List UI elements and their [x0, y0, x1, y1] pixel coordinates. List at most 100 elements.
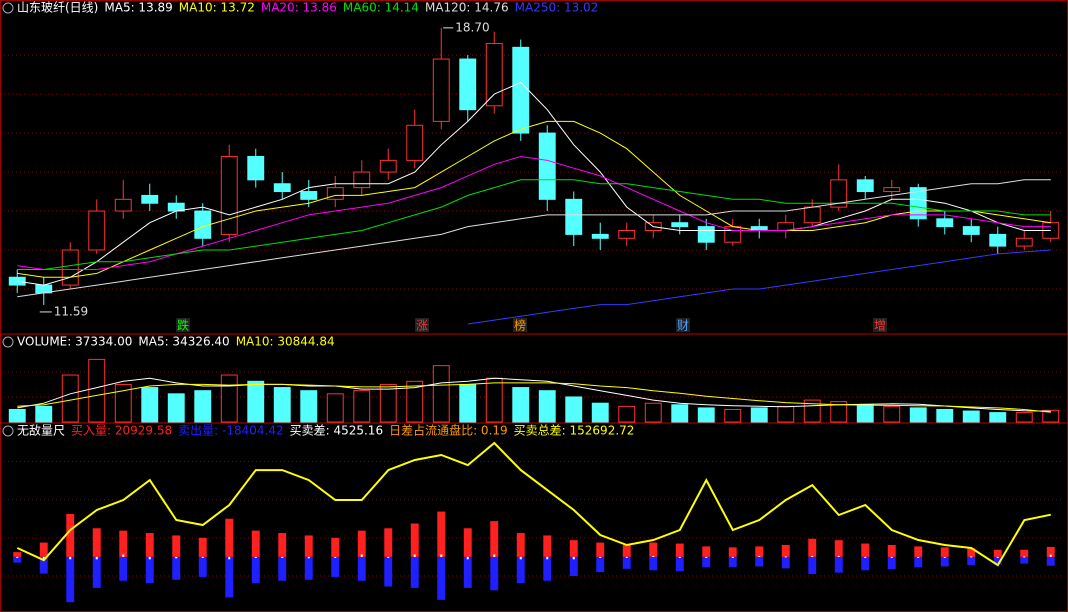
diff-bar — [917, 556, 920, 558]
volume-bar — [273, 387, 291, 423]
bar — [357, 530, 366, 557]
volume-bar — [618, 405, 636, 423]
event-marker[interactable]: 涨 — [416, 318, 428, 333]
bar — [516, 556, 525, 584]
candle-body — [114, 198, 132, 212]
volume-bar — [432, 365, 450, 423]
diff-bar — [175, 556, 178, 559]
diff-bar — [599, 556, 602, 558]
bar — [914, 546, 923, 557]
diff-bar — [42, 556, 45, 560]
legend-entry: VOLUME: 37334.00 — [17, 335, 132, 349]
legend-entry: MA5: 13.89 — [104, 1, 172, 15]
candle-body — [538, 132, 556, 200]
bar — [463, 556, 472, 588]
legend-entry: MA20: 13.86 — [261, 1, 337, 15]
event-marker[interactable]: 榜 — [514, 318, 526, 333]
diff-bar — [1023, 556, 1026, 558]
candle-body — [989, 233, 1007, 247]
legend-entry: MA10: 30844.84 — [236, 335, 335, 349]
diff-bar — [413, 554, 416, 557]
event-marker[interactable]: 跌 — [177, 318, 189, 333]
bar — [728, 547, 737, 557]
panel-menu-icon — [2, 336, 14, 348]
bar — [569, 556, 578, 576]
candle-body — [459, 58, 477, 111]
diff-bar — [837, 555, 840, 557]
legend-entry: 买卖总差: 152692.72 — [514, 424, 635, 438]
bar — [728, 556, 737, 567]
legend-entry: MA5: 34326.40 — [138, 335, 229, 349]
diff-bar — [95, 556, 98, 560]
diff-bar — [864, 556, 867, 558]
diff-bar — [307, 556, 310, 559]
bar — [887, 556, 896, 570]
bar — [1046, 556, 1055, 566]
candle-body — [61, 249, 79, 286]
diff-bar — [1049, 554, 1052, 557]
bar — [172, 535, 181, 557]
series-line — [17, 120, 1051, 278]
volume-bar — [989, 412, 1007, 423]
diff-bar — [440, 554, 443, 557]
event-box — [513, 318, 527, 332]
candle-body — [220, 155, 238, 235]
diff-bar — [519, 556, 522, 560]
diff-bar — [546, 556, 549, 560]
diff-bar — [148, 556, 151, 560]
bar — [675, 543, 684, 557]
volume-bar — [565, 396, 583, 423]
candle-body — [883, 187, 901, 193]
volume-bar — [1015, 412, 1033, 423]
event-marker[interactable]: 财 — [677, 319, 689, 333]
candle-body — [962, 226, 980, 235]
series-line — [17, 81, 1051, 286]
bar — [198, 556, 207, 577]
min-label: 11.59 — [54, 304, 88, 318]
bar — [251, 556, 260, 584]
event-marker[interactable]: 增 — [874, 319, 886, 333]
legend-entry: MA10: 13.72 — [179, 1, 255, 15]
panel-menu-icon — [2, 2, 14, 14]
bar — [834, 556, 843, 573]
bar — [119, 530, 128, 557]
bar — [357, 556, 366, 581]
bar — [198, 537, 207, 557]
volume-bar — [485, 377, 503, 423]
bar — [251, 530, 260, 557]
candle-body — [273, 183, 291, 193]
bar — [384, 556, 393, 587]
diff-bar — [228, 556, 231, 560]
candle-body — [300, 191, 318, 200]
volume-bar — [35, 405, 53, 423]
candle-body — [856, 179, 874, 193]
bar — [543, 535, 552, 557]
candle-body — [618, 230, 636, 239]
diff-bar — [201, 556, 204, 558]
bar — [13, 552, 22, 557]
volume-bar — [406, 380, 424, 423]
diff-bar — [996, 556, 999, 558]
candle-body — [247, 155, 265, 181]
diff-bar — [254, 556, 257, 558]
bar — [596, 542, 605, 557]
bar — [755, 556, 764, 567]
volume-bar — [777, 405, 795, 423]
volume-bar — [194, 390, 212, 423]
bar — [675, 556, 684, 572]
bar — [702, 556, 711, 568]
candle-body — [485, 42, 503, 107]
panel-menu-icon — [2, 425, 14, 437]
bar — [993, 556, 1002, 565]
candle-body — [936, 218, 954, 228]
bar — [967, 556, 976, 566]
diff-bar — [69, 556, 72, 560]
bar — [490, 556, 499, 591]
bar — [225, 556, 234, 598]
bar — [463, 528, 472, 557]
volume-bar — [538, 390, 556, 423]
bar — [596, 556, 605, 573]
candle-body — [830, 179, 848, 208]
